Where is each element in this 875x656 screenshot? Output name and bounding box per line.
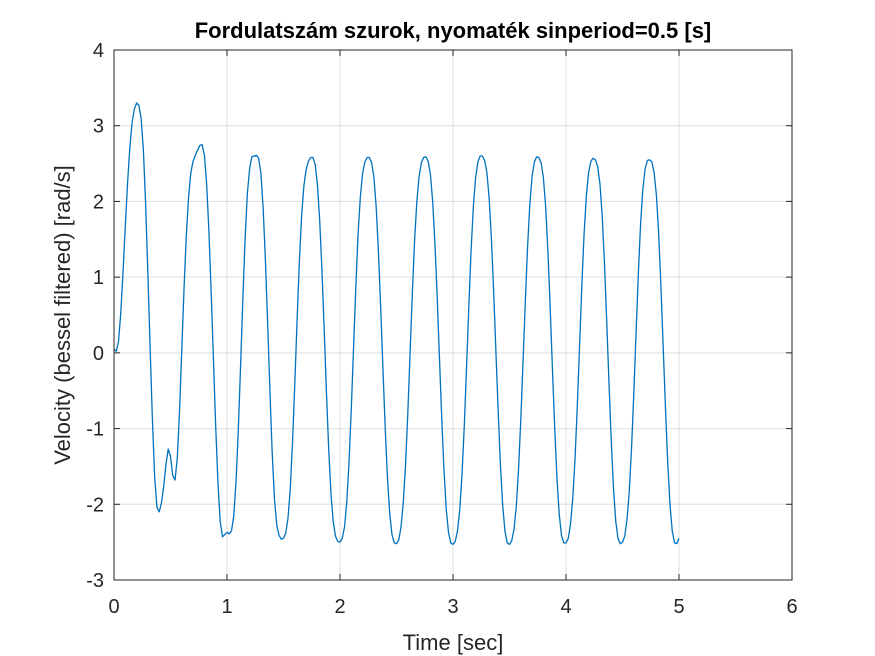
x-tick-labels: 0 1 2 3 4 5 6 [108,596,797,618]
y-tick-label: 1 [93,267,104,289]
y-tick-label: 4 [93,40,104,62]
x-tick-label: 6 [786,596,797,618]
chart-title: Fordulatszám szurok, nyomaték sinperiod=… [195,18,712,43]
y-tick-label: -3 [86,570,104,592]
y-tick-label: 3 [93,116,104,138]
y-tick-label: -1 [86,419,104,441]
y-tick-label: 2 [93,191,104,213]
series-group [113,102,680,546]
series-line [113,102,680,546]
y-axis-title: Velocity (bessel filtered) [rad/s] [50,165,75,465]
x-tick-label: 3 [447,596,458,618]
plot-background [114,50,792,580]
x-axis-title: Time [sec] [403,630,504,655]
tick-marks [113,49,793,581]
y-tick-label: 0 [93,343,104,365]
x-tick-label: 1 [221,596,232,618]
y-tick-label: -2 [86,494,104,516]
x-tick-label: 5 [673,596,684,618]
x-tick-label: 0 [108,596,119,618]
x-tick-label: 2 [334,596,345,618]
x-tick-label: 4 [560,596,571,618]
y-tick-labels: -3 -2 -1 0 1 2 3 4 [86,40,104,592]
